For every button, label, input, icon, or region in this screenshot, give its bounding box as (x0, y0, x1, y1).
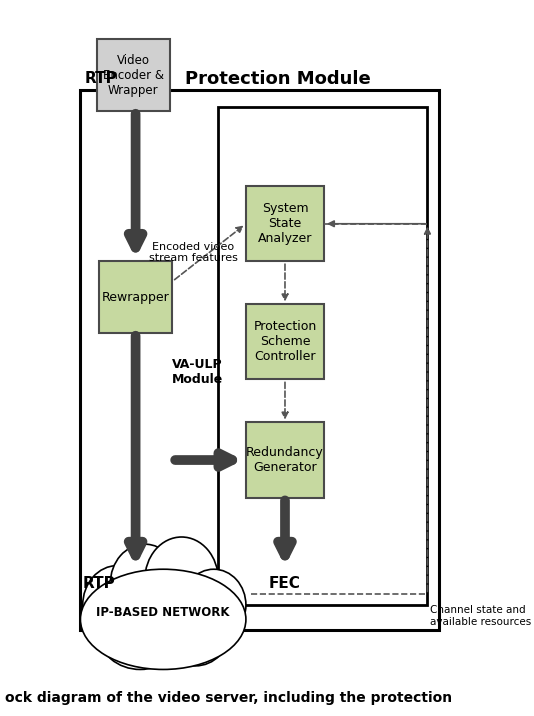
Text: VA-ULP
Module: VA-ULP Module (172, 358, 223, 387)
Text: RTP: RTP (85, 72, 118, 86)
Text: FEC: FEC (269, 576, 301, 591)
Text: System
State
Analyzer: System State Analyzer (258, 202, 312, 246)
FancyBboxPatch shape (246, 186, 324, 261)
Text: Video
Encoder &
Wrapper: Video Encoder & Wrapper (103, 54, 164, 97)
Ellipse shape (111, 544, 179, 623)
Ellipse shape (145, 537, 218, 623)
Text: Encoded video
stream features: Encoded video stream features (148, 242, 238, 263)
Ellipse shape (81, 569, 246, 669)
FancyBboxPatch shape (99, 261, 172, 333)
Text: Redundancy
Generator: Redundancy Generator (246, 446, 324, 474)
Ellipse shape (83, 566, 152, 644)
Ellipse shape (182, 569, 246, 641)
Ellipse shape (161, 594, 230, 666)
Text: RTP: RTP (82, 576, 115, 591)
Text: Rewrapper: Rewrapper (101, 291, 169, 304)
FancyBboxPatch shape (246, 304, 324, 379)
FancyBboxPatch shape (97, 39, 170, 111)
Text: IP-BASED NETWORK: IP-BASED NETWORK (97, 606, 230, 619)
Text: Channel state and
available resources: Channel state and available resources (430, 605, 531, 626)
Text: Protection Module: Protection Module (185, 69, 371, 88)
Ellipse shape (99, 598, 182, 669)
FancyBboxPatch shape (246, 422, 324, 498)
Text: Protection
Scheme
Controller: Protection Scheme Controller (253, 320, 317, 364)
Text: ock diagram of the video server, including the protection: ock diagram of the video server, includi… (5, 691, 452, 705)
